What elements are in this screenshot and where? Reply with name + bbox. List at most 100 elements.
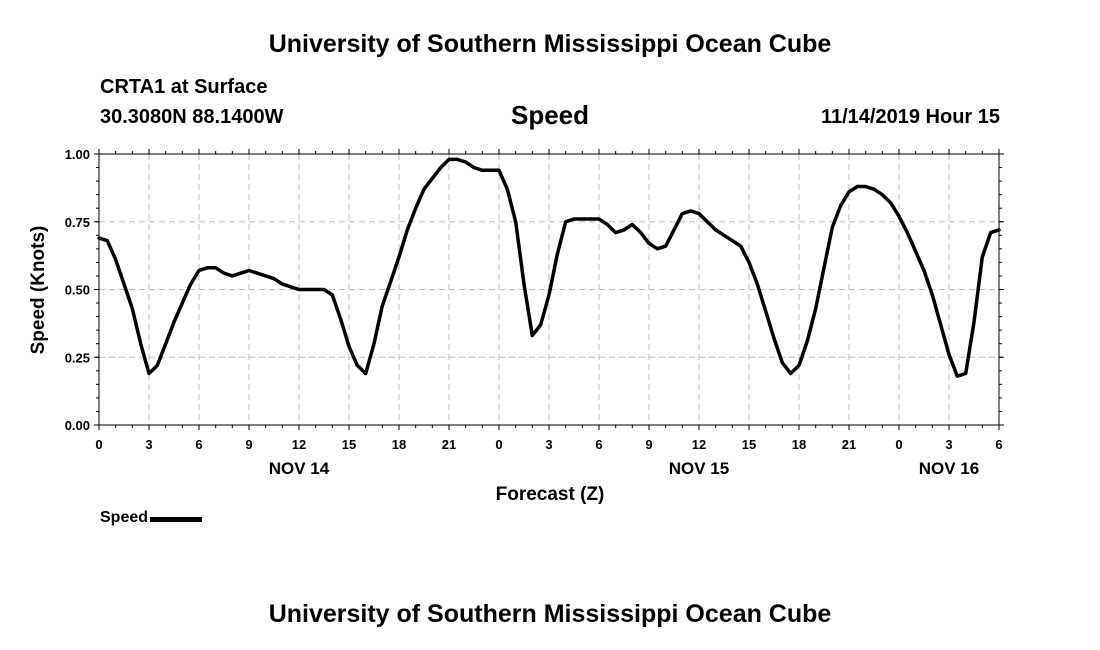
speed-data-point [714, 229, 717, 231]
speed-data-point [764, 310, 767, 313]
y-tick-label: 0.25 [65, 350, 90, 365]
speed-data-point [231, 275, 234, 277]
speed-data-point [681, 212, 684, 215]
speed-data-point [581, 218, 584, 220]
x-tick-label: 3 [945, 437, 952, 452]
speed-data-point [864, 185, 867, 188]
speed-data-point [923, 269, 925, 272]
speed-data-point [498, 169, 500, 172]
chart-title: Speed [510, 100, 590, 130]
speed-data-point [964, 372, 967, 375]
x-tick-label: 18 [392, 437, 406, 452]
speed-data-point [573, 218, 575, 220]
speed-data-point [589, 218, 592, 220]
speed-data-point [856, 185, 859, 188]
speed-data-point [339, 318, 342, 321]
speed-data-point [439, 166, 442, 169]
speed-data-point [456, 158, 459, 161]
speed-data-point [931, 294, 934, 296]
speed-data-point [414, 207, 417, 209]
speed-data-point [756, 283, 759, 285]
speed-data-point [206, 267, 209, 269]
x-tick-label: 12 [292, 437, 306, 452]
speed-data-point [848, 191, 850, 193]
x-tick-label: 9 [645, 437, 652, 452]
speed-data-point [473, 166, 475, 169]
speed-data-point [148, 372, 150, 375]
date-label: NOV 14 [269, 459, 330, 478]
speed-data-point [564, 221, 567, 223]
x-tick-label: 3 [145, 437, 152, 452]
x-tick-label: 6 [995, 437, 1002, 452]
speed-data-point [939, 323, 942, 326]
x-tick-label: 6 [195, 437, 202, 452]
x-tick-label: 0 [95, 437, 102, 452]
speed-data-point [506, 188, 509, 190]
speed-data-point [548, 294, 550, 296]
speed-data-point [256, 272, 259, 275]
speed-data-point [423, 188, 425, 190]
speed-data-point [431, 177, 434, 180]
speed-data-point [514, 221, 517, 223]
speed-data-point [673, 229, 675, 231]
speed-data-point [523, 283, 525, 285]
speed-data-point [873, 188, 875, 190]
speed-data-point [723, 234, 725, 237]
speed-data-point [831, 226, 834, 228]
speed-data-point [289, 286, 292, 288]
speed-data-point [881, 193, 884, 196]
speed-data-point [264, 275, 267, 277]
speed-data-point [173, 321, 175, 323]
speed-data-point [973, 321, 975, 323]
speed-data-point [656, 248, 659, 250]
speed-data-point [981, 256, 984, 258]
speed-data-point [489, 169, 492, 172]
speed-data-point [223, 272, 225, 275]
speed-data-point [139, 342, 142, 345]
speed-data-point [198, 269, 200, 272]
speed-data-point [164, 342, 167, 345]
axes: 0.00 0.25 0.50 0.75 1.00 0 3 6 9 12 15 18 21 0 3 6 9 12 15… [65, 147, 1004, 478]
speed-data-point [381, 305, 384, 307]
x-tick-label: 21 [842, 437, 856, 452]
speed-data-point [748, 261, 750, 264]
x-tick-label: 15 [742, 437, 756, 452]
speed-data-point [631, 223, 634, 226]
legend-label: Speed [100, 509, 149, 526]
x-tick-label: 0 [495, 437, 502, 452]
speed-data-point [948, 353, 950, 356]
speed-data-point [889, 202, 892, 204]
speed-data-point [814, 307, 817, 310]
x-tick-label: 6 [595, 437, 602, 452]
speed-data-point [389, 280, 392, 283]
x-tick-label: 3 [545, 437, 552, 452]
speed-data-point [106, 239, 109, 242]
speed-data-point [623, 229, 625, 231]
date-label: NOV 16 [919, 459, 979, 478]
y-tick-label: 1.00 [65, 147, 90, 162]
speed-data-point [798, 364, 800, 367]
speed-data-point [773, 337, 775, 340]
speed-data-point [989, 231, 992, 234]
speed-data-point [331, 294, 334, 296]
speed-data-point [839, 204, 842, 207]
y-axis-label: Speed (Knots) [28, 226, 49, 355]
speed-data-point [598, 218, 600, 220]
x-tick-label: 9 [245, 437, 252, 452]
page-title: University of Southern Mississippi Ocean… [268, 30, 832, 58]
speed-data-point [306, 288, 309, 291]
speed-data-point [131, 307, 134, 310]
legend: Speed [100, 509, 203, 527]
speed-data-point [323, 288, 325, 291]
speed-data-point [539, 323, 542, 326]
speed-data-point [298, 288, 300, 291]
speed-data-point [281, 283, 284, 285]
speed-data-point [364, 372, 367, 375]
speed-data-point [156, 364, 159, 367]
speed-data-point [731, 239, 734, 242]
speed-data-point [806, 340, 809, 342]
speed-data-point [823, 267, 825, 269]
speed-data-point [914, 250, 917, 253]
speed-data-point [114, 258, 117, 261]
y-tick-label: 0.00 [65, 418, 90, 433]
